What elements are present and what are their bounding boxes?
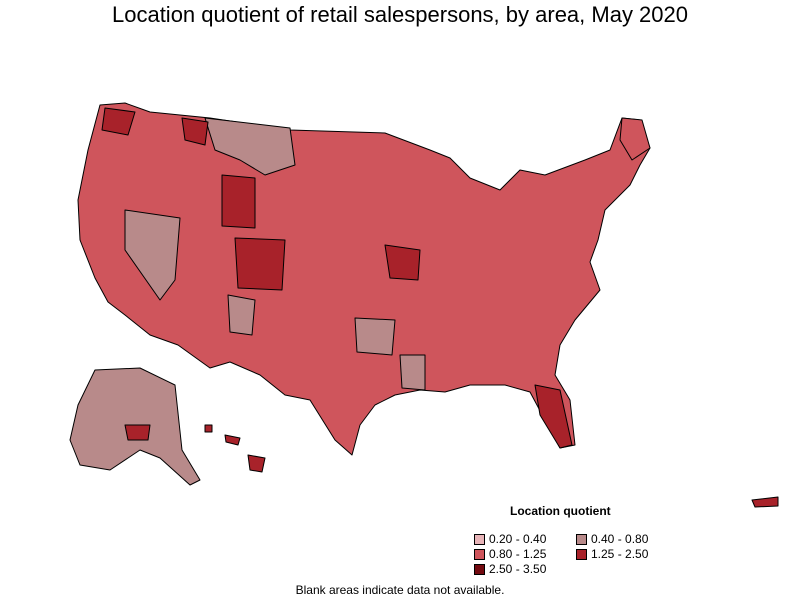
legend-item-1: 0.40 - 0.80 [576,532,648,546]
legend-item-4: 2.50 - 3.50 [474,562,546,576]
wyoming-region [221,174,256,229]
arkansas-region [354,317,396,356]
colorado-region [234,237,286,291]
legend-label: 0.20 - 0.40 [489,532,547,546]
hawaii-island-2 [224,434,241,446]
legend-swatch [474,548,485,560]
hawaii-island-3 [247,454,266,473]
washington-region [101,107,136,136]
legend-item-2: 0.80 - 1.25 [474,547,546,561]
maine-region [619,117,651,161]
alaska-dark-area [124,424,151,441]
map-title: Location quotient of retail salespersons… [111,2,689,27]
legend-swatch [474,533,485,545]
legend-item-0: 0.20 - 0.40 [474,532,546,546]
legend-swatch [576,533,587,545]
missouri-region [384,244,421,281]
contiguous-us-region [77,102,651,456]
idaho-region [181,117,209,146]
montana-region [204,117,296,176]
florida-region [534,384,573,449]
new-mexico-region [227,294,256,336]
legend-item-3: 1.25 - 2.50 [576,547,648,561]
hawaii-island-1 [204,424,213,433]
legend-title: Location quotient [510,504,611,518]
legend-swatch [474,563,485,575]
mississippi-region [399,354,426,391]
legend-label: 1.25 - 2.50 [591,547,649,561]
legend-label: 2.50 - 3.50 [489,562,547,576]
legend-swatch [576,548,587,560]
nevada-region [124,209,181,301]
footnote: Blank areas indicate data not available. [295,583,505,597]
puerto-rico-region [751,496,779,508]
legend-label: 0.80 - 1.25 [489,547,547,561]
legend-label: 0.40 - 0.80 [591,532,649,546]
